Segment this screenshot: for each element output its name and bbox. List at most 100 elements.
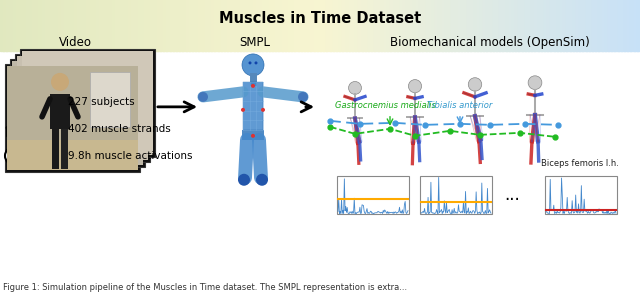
- Bar: [141, 0, 145, 51]
- Bar: [192, 0, 196, 51]
- Bar: [211, 0, 216, 51]
- Bar: [547, 0, 552, 51]
- Bar: [371, 0, 376, 51]
- Bar: [5, 64, 140, 172]
- Bar: [579, 0, 584, 51]
- Bar: [470, 0, 475, 51]
- Bar: [522, 0, 526, 51]
- Bar: [442, 0, 446, 51]
- Bar: [598, 0, 603, 51]
- Bar: [22, 0, 27, 51]
- Bar: [128, 0, 132, 51]
- Circle shape: [528, 76, 542, 89]
- Bar: [506, 0, 510, 51]
- Bar: [337, 176, 409, 214]
- Bar: [214, 0, 219, 51]
- Bar: [7, 140, 138, 170]
- Bar: [525, 0, 529, 51]
- Bar: [26, 0, 30, 51]
- Circle shape: [251, 134, 255, 138]
- Bar: [99, 0, 104, 51]
- Bar: [294, 0, 299, 51]
- Bar: [602, 0, 606, 51]
- Bar: [242, 130, 264, 140]
- Bar: [45, 0, 49, 51]
- Bar: [52, 129, 59, 169]
- Bar: [413, 0, 417, 51]
- Bar: [454, 0, 459, 51]
- Bar: [534, 0, 539, 51]
- Bar: [109, 0, 113, 51]
- Bar: [429, 0, 433, 51]
- Bar: [573, 0, 577, 51]
- Bar: [272, 0, 276, 51]
- Bar: [61, 0, 65, 51]
- Bar: [131, 0, 136, 51]
- Circle shape: [242, 54, 264, 76]
- Bar: [275, 0, 280, 51]
- Bar: [624, 0, 628, 51]
- Bar: [349, 0, 353, 51]
- Bar: [445, 0, 449, 51]
- Bar: [16, 0, 20, 51]
- Bar: [490, 0, 494, 51]
- Circle shape: [35, 90, 42, 97]
- Bar: [288, 0, 292, 51]
- Bar: [10, 59, 145, 167]
- Bar: [330, 0, 334, 51]
- Bar: [550, 0, 555, 51]
- Bar: [80, 0, 84, 51]
- Bar: [243, 82, 263, 130]
- Bar: [160, 0, 164, 51]
- Bar: [378, 0, 382, 51]
- Bar: [224, 0, 228, 51]
- Bar: [358, 0, 363, 51]
- Bar: [314, 0, 318, 51]
- Bar: [35, 0, 40, 51]
- Bar: [310, 0, 315, 51]
- Bar: [336, 0, 340, 51]
- Bar: [595, 0, 600, 51]
- Bar: [96, 0, 100, 51]
- Bar: [118, 0, 123, 51]
- Bar: [83, 0, 88, 51]
- Bar: [486, 0, 491, 51]
- Bar: [134, 0, 139, 51]
- Bar: [154, 0, 158, 51]
- Bar: [253, 0, 257, 51]
- Circle shape: [241, 108, 245, 112]
- Bar: [122, 0, 126, 51]
- Bar: [400, 0, 404, 51]
- Text: 227 subjects: 227 subjects: [68, 97, 134, 107]
- Bar: [333, 0, 337, 51]
- Bar: [38, 0, 43, 51]
- Bar: [368, 0, 372, 51]
- Bar: [22, 51, 153, 155]
- Bar: [147, 0, 152, 51]
- Bar: [50, 94, 70, 129]
- Bar: [614, 0, 619, 51]
- Bar: [186, 0, 190, 51]
- Bar: [176, 0, 180, 51]
- Circle shape: [5, 147, 23, 165]
- Bar: [90, 0, 94, 51]
- Bar: [19, 0, 24, 51]
- Bar: [70, 0, 75, 51]
- Bar: [576, 0, 580, 51]
- Bar: [157, 0, 161, 51]
- Circle shape: [256, 174, 268, 186]
- Text: 9.8h muscle activations: 9.8h muscle activations: [68, 151, 193, 161]
- Bar: [112, 0, 116, 51]
- Bar: [608, 0, 612, 51]
- Bar: [381, 0, 385, 51]
- Bar: [10, 0, 14, 51]
- Bar: [13, 0, 17, 51]
- Circle shape: [408, 80, 422, 93]
- Circle shape: [251, 84, 255, 88]
- Bar: [531, 0, 536, 51]
- Bar: [355, 0, 360, 51]
- Bar: [403, 0, 408, 51]
- Text: ...: ...: [504, 186, 520, 204]
- Circle shape: [261, 108, 265, 112]
- Bar: [93, 0, 97, 51]
